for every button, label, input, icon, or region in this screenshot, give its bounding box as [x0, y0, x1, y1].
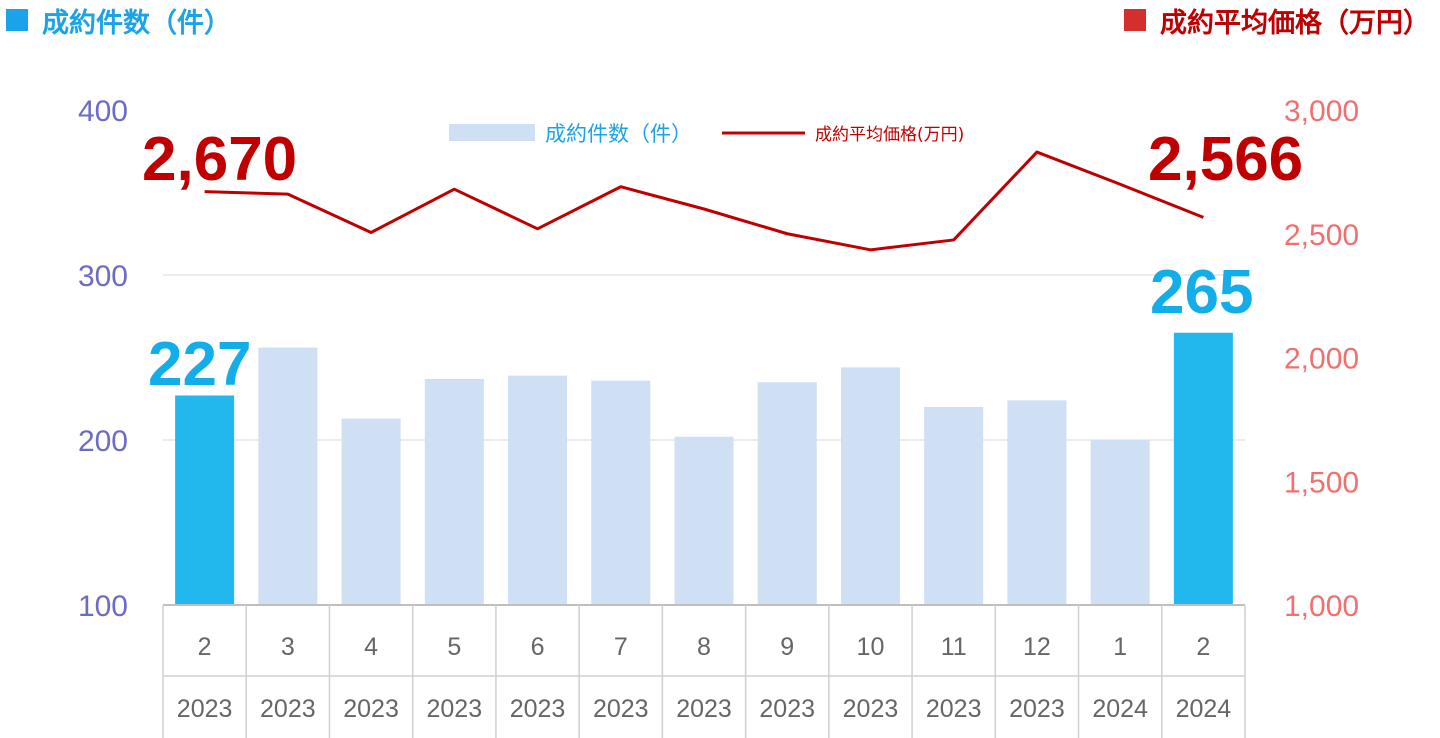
- left-tick-100: 100: [78, 590, 128, 623]
- bar-12: [1173, 332, 1233, 605]
- year-label-0: 2023: [177, 695, 233, 723]
- legend-bar-swatch: [449, 124, 535, 141]
- legend: 成約件数（件） 成約平均価格(万円): [449, 122, 964, 146]
- category-label-0: 2: [198, 633, 212, 661]
- bar-2: [341, 418, 401, 605]
- line-series: [204, 150, 1204, 252]
- price-line: [204, 150, 1204, 252]
- left-axis-title-text: 成約件数（件）: [42, 7, 231, 39]
- year-label-3: 2023: [426, 695, 482, 723]
- year-label-6: 2023: [676, 695, 732, 723]
- bar-9: [924, 407, 984, 605]
- year-label-1: 2023: [260, 695, 316, 723]
- count-callout-first: 227: [148, 330, 251, 399]
- year-label-11: 2024: [1092, 695, 1148, 723]
- year-label-8: 2023: [843, 695, 899, 723]
- bar-6: [674, 436, 734, 605]
- price-callout-first: 2,670: [142, 125, 297, 194]
- right-axis-ticks: 1,000 1,500 2,000 2,500 3,000: [1284, 95, 1359, 623]
- bar-4: [508, 375, 568, 605]
- gridlines: [163, 274, 1245, 441]
- category-label-2: 4: [364, 633, 378, 661]
- bar-5: [591, 380, 651, 605]
- left-tick-400: 400: [78, 95, 128, 128]
- legend-bar-label: 成約件数（件）: [545, 122, 692, 146]
- bar-series-square-icon: [6, 9, 28, 31]
- year-label-4: 2023: [510, 695, 566, 723]
- category-label-9: 11: [941, 633, 967, 661]
- category-label-11: 1: [1113, 633, 1127, 661]
- bar-0: [175, 395, 235, 605]
- right-axis-title: 成約平均価格（万円）: [1124, 0, 1430, 40]
- year-label-7: 2023: [759, 695, 815, 723]
- year-label-12: 2024: [1176, 695, 1232, 723]
- left-axis-title: 成約件数（件）: [6, 0, 231, 40]
- bar-8: [840, 367, 900, 605]
- left-axis-ticks: 100 200 300 400: [78, 95, 128, 623]
- bar-11: [1090, 440, 1150, 605]
- price-callout-last: 2,566: [1148, 125, 1303, 194]
- right-tick-2000: 2,000: [1284, 343, 1359, 376]
- bar-series: [175, 332, 1233, 605]
- category-label-8: 10: [857, 633, 885, 661]
- right-tick-2500: 2,500: [1284, 219, 1359, 252]
- category-label-6: 8: [697, 633, 711, 661]
- category-label-4: 6: [531, 633, 545, 661]
- callouts: 2,670 2,566 227 265: [142, 125, 1303, 399]
- count-callout-last: 265: [1150, 258, 1253, 327]
- category-table: 2 2023 3 2023 4 2023 5 2023 6 2023 7 2023 8 2023 9 2023…: [162, 604, 1246, 738]
- right-tick-1500: 1,500: [1284, 466, 1359, 499]
- bar-7: [757, 382, 817, 605]
- legend-line-label: 成約平均価格(万円): [815, 125, 964, 145]
- right-tick-3000: 3,000: [1284, 95, 1359, 128]
- left-tick-200: 200: [78, 425, 128, 458]
- year-label-2: 2023: [343, 695, 399, 723]
- category-label-7: 9: [780, 633, 794, 661]
- year-label-10: 2023: [1009, 695, 1065, 723]
- line-series-square-icon: [1124, 9, 1146, 31]
- bar-10: [1007, 400, 1067, 605]
- bar-1: [258, 347, 318, 605]
- category-label-10: 12: [1023, 633, 1051, 661]
- category-label-5: 7: [614, 633, 628, 661]
- year-label-5: 2023: [593, 695, 649, 723]
- category-label-3: 5: [447, 633, 461, 661]
- category-label-12: 2: [1196, 633, 1210, 661]
- year-label-9: 2023: [926, 695, 982, 723]
- bar-3: [424, 378, 484, 605]
- left-tick-300: 300: [78, 260, 128, 293]
- right-tick-1000: 1,000: [1284, 590, 1359, 623]
- category-label-1: 3: [281, 633, 295, 661]
- right-axis-title-text: 成約平均価格（万円）: [1160, 7, 1430, 39]
